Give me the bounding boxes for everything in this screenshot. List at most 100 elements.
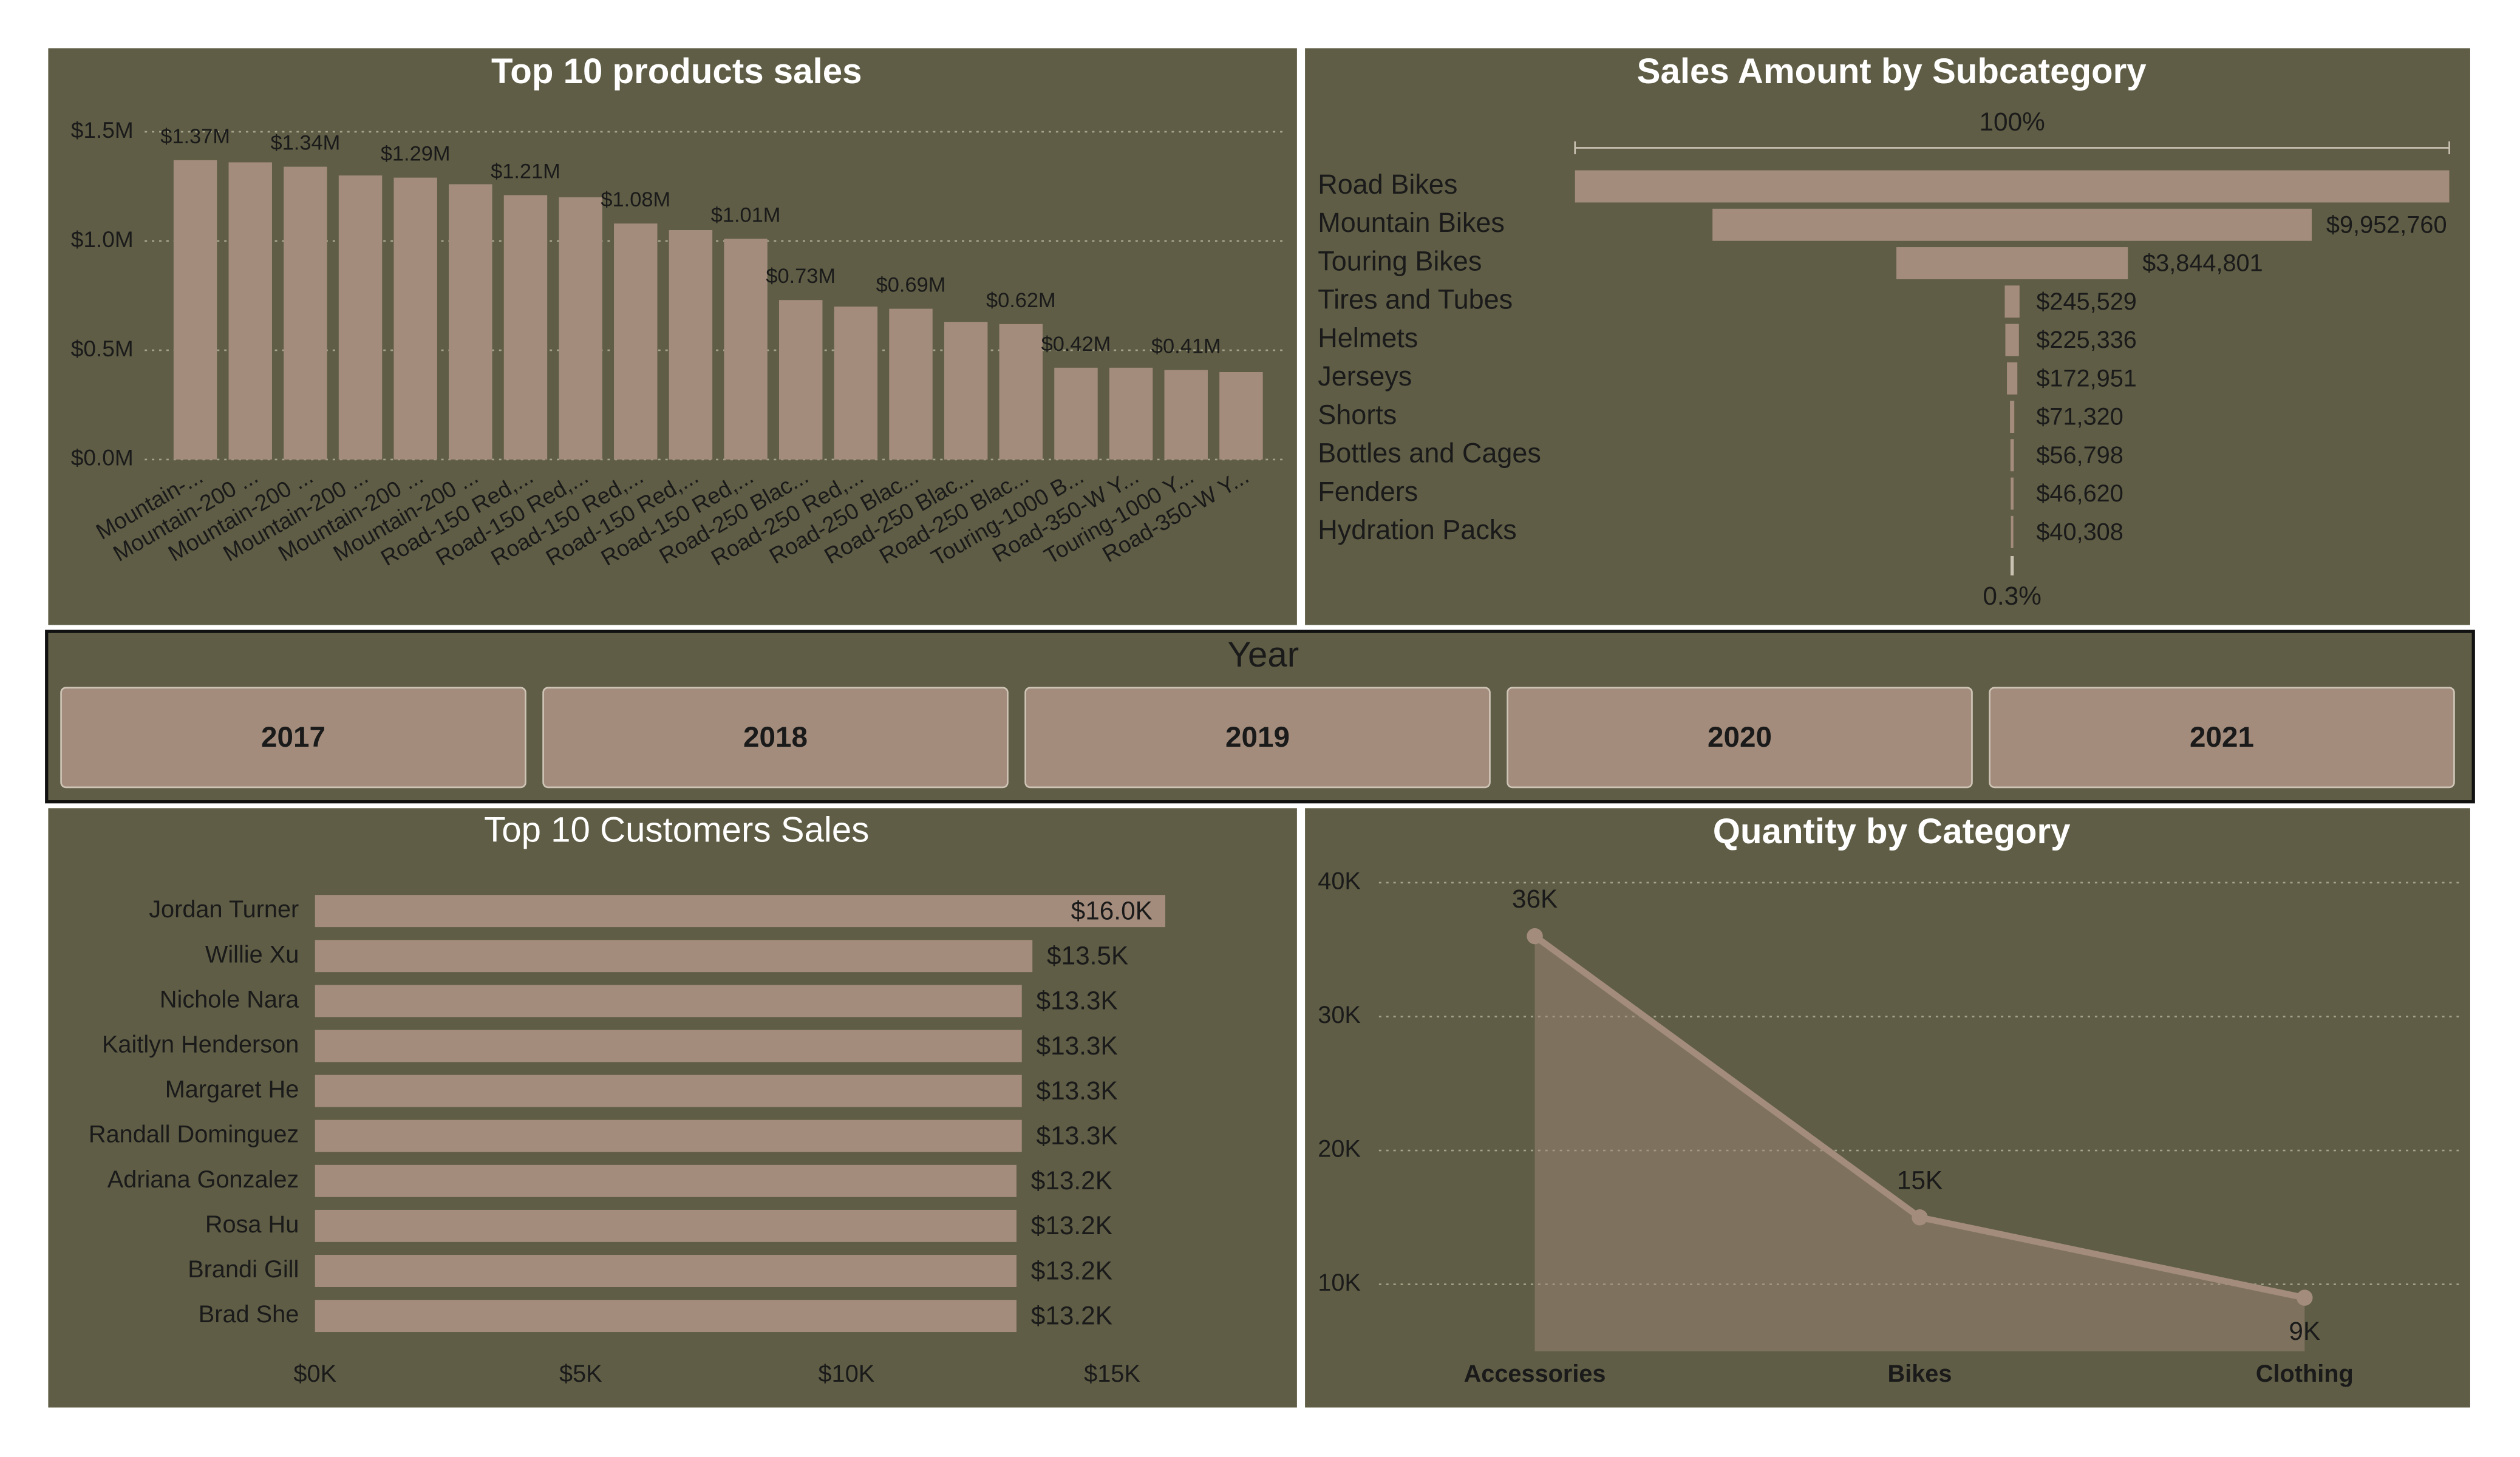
slicer-option[interactable]: 2017 [261,721,325,753]
area [1534,936,2305,1351]
bar [559,197,602,460]
bar [315,985,1022,1017]
data-label: $13.2K [1031,1301,1112,1330]
data-label: $13.3K [1037,1031,1118,1060]
category-label: Fenders [1318,476,1418,507]
slicer-option[interactable]: 2021 [2190,721,2254,753]
slicer-option[interactable]: 2020 [1708,721,1772,753]
data-label: $245,529 [2036,288,2137,315]
data-label: $71,320 [2036,404,2123,430]
funnel-bar [1896,247,2128,279]
bar [173,160,217,460]
category-label: Willie Xu [205,941,299,968]
funnel-bar [2007,362,2018,395]
x-tick-label: Bikes [1888,1360,1952,1387]
bar [315,895,1166,928]
funnel-bar [2011,515,2014,548]
bar [503,195,548,460]
data-label: $16.0K [1071,896,1153,925]
data-label: $13.2K [1031,1211,1112,1240]
bar [315,1119,1022,1152]
category-label: Jordan Turner [149,896,299,923]
y-tick-label: $1.0M [71,226,134,252]
point [1527,928,1543,945]
bar [944,322,988,460]
data-label: $1.34M [271,132,341,155]
bar [614,223,658,460]
bar [1109,367,1153,460]
slicer-button[interactable] [1024,687,1491,789]
bar [1219,372,1263,460]
data-label: 36K [1512,885,1558,913]
category-label: Bottles and Cages [1318,438,1541,469]
data-label: $13.3K [1037,1076,1118,1105]
bar [393,177,437,460]
data-label: $225,336 [2036,327,2137,353]
chart-title: Sales Amount by Subcategory [1637,52,2147,91]
y-tick-label: $1.5M [71,117,134,143]
point [2297,1289,2313,1306]
x-tick-label: $10K [819,1360,875,1387]
funnel-bar [1712,208,2312,241]
category-label: Touring Bikes [1318,245,1482,276]
y-tick-label: 10K [1318,1269,1361,1296]
bar [315,1030,1022,1062]
funnel-bar [2005,324,2019,356]
funnel-bar [1575,170,2450,203]
data-label: $1.37M [160,125,230,148]
bar [315,1209,1017,1242]
bar [449,184,492,460]
funnel-top-label: 100% [1980,107,2045,136]
funnel-bar [2011,477,2014,510]
slicer-button[interactable] [542,687,1009,789]
data-label: $0.69M [876,274,946,297]
bar [669,230,713,460]
data-label: $46,620 [2036,480,2123,507]
chart-title: Quantity by Category [1713,812,2071,851]
slicer-button[interactable] [60,687,526,789]
bar [724,239,768,460]
category-label: Randall Dominguez [89,1121,299,1148]
category-label: Margaret He [165,1076,299,1103]
panel [1305,808,2470,1408]
category-label: Road Bikes [1318,169,1457,200]
data-label: $0.73M [766,265,836,288]
data-label: $0.41M [1151,335,1221,358]
x-tick-label: $15K [1084,1360,1140,1387]
bar [315,1300,1017,1333]
bar [315,1164,1017,1197]
slicer-button[interactable] [1989,687,2455,789]
data-label: $13.3K [1037,987,1118,1015]
category-label: Hydration Packs [1318,514,1517,545]
y-tick-label: $0.5M [71,336,134,361]
funnel-bar [2010,401,2015,433]
data-label: 15K [1897,1166,1943,1194]
data-label: $0.62M [986,289,1056,312]
data-label: $3,844,801 [2142,250,2263,277]
data-label: $56,798 [2036,442,2123,469]
data-label: $13.3K [1037,1121,1118,1150]
data-label: $1.01M [711,203,781,226]
data-label: $0.42M [1041,333,1111,356]
x-tick-label: Accessories [1464,1360,1606,1387]
slicer-option[interactable]: 2018 [743,721,808,753]
bar [834,306,878,460]
category-label: Shorts [1318,399,1397,430]
y-tick-label: 40K [1318,868,1361,894]
category-label: Mountain Bikes [1318,207,1505,238]
slicer-option[interactable]: 2019 [1225,721,1290,753]
y-tick-label: 20K [1318,1135,1361,1162]
data-label: $1.29M [381,143,451,166]
bar [778,300,823,460]
bar [228,162,272,460]
bar [999,324,1043,460]
y-tick-label: $0.0M [71,445,134,470]
funnel-bar [2010,439,2014,472]
bar [1054,367,1098,460]
category-label: Tires and Tubes [1318,284,1513,315]
category-label: Rosa Hu [205,1211,299,1238]
x-tick-label: Clothing [2256,1360,2354,1387]
slicer-button[interactable] [1507,687,1973,789]
category-label: Helmets [1318,322,1418,353]
chart-title: Top 10 products sales [491,52,862,91]
